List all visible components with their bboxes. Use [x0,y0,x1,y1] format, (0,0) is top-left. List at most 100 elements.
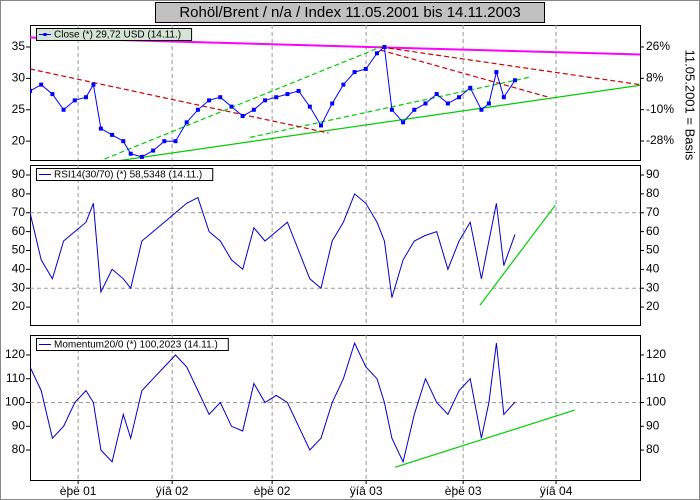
legend-box [36,28,193,41]
point [285,92,290,97]
point [251,107,256,112]
point [61,107,66,112]
plot-area [30,25,640,160]
plot-area [30,335,640,480]
point [184,120,189,125]
point [162,139,167,144]
point [274,95,279,100]
y-tick-label: 80 [12,186,26,200]
trend-line [100,46,381,160]
legend-marker [43,33,47,36]
plot-area [30,165,640,325]
y-tick-label: 30 [12,280,26,294]
point [494,70,499,75]
panel [30,25,641,161]
series-line [30,193,516,298]
point [412,107,417,112]
y-tick-label-right: 80 [646,186,660,200]
point [39,82,44,87]
point [240,114,245,119]
point [296,88,301,93]
point [229,104,234,109]
series-line [30,341,516,464]
y-tick-label: 30 [12,71,26,85]
x-tick-label: èþë 03 [445,484,482,498]
y-tick-label: 90 [12,418,26,432]
point [389,107,394,112]
y-tick-label-right: 90 [646,167,660,181]
y-tick-label: 50 [12,243,26,257]
point [352,70,357,75]
point [330,101,335,106]
trend-line [380,49,549,98]
y-tick-label-right: 80 [646,442,660,456]
point [513,78,518,83]
y-tick-label: 110 [6,371,25,385]
y2-tick-label: 26% [646,39,670,53]
x-tick-label: ÿíâ 02 [156,484,189,498]
point [307,104,312,109]
y-tick-label-right: 90 [646,418,660,432]
point [50,92,55,97]
point [363,66,368,71]
chart-title: Rohöl/Brent / n/a / Index 11.05.2001 bis… [179,4,520,21]
panel [30,165,641,326]
y2-axis-label: 11.05.2001 = Basis [683,50,698,161]
y-tick-label-right: 100 [646,395,666,409]
point [382,44,387,49]
y-tick-label-right: 70 [646,205,660,219]
x-tick-label: ÿíâ 04 [540,484,573,498]
y2-tick-label: -28% [646,133,674,147]
point [319,123,324,128]
y-tick-label: 60 [12,224,26,238]
point [374,51,379,56]
y-tick-label: 90 [12,167,26,181]
point [110,132,115,137]
point [486,101,491,106]
legend-box [36,338,229,351]
y-tick-label-right: 110 [646,371,665,385]
panel [30,335,641,481]
point [445,101,450,106]
y-tick-label-right: 120 [646,347,666,361]
trend-line [380,46,640,86]
point [121,139,126,144]
y2-tick-label: -10% [646,102,674,116]
legend-label: Close (*) 29,72 USD (14.11.) [54,30,181,41]
point [423,101,428,106]
point [501,95,506,100]
point [83,95,88,100]
y2-tick-label: 8% [646,70,664,84]
y-tick-label-right: 60 [646,224,660,238]
y-tick-label: 25 [12,102,26,116]
y-tick-label: 70 [12,205,26,219]
y-tick-label: 35 [12,39,26,53]
trend-line [119,84,640,160]
point [72,98,77,103]
x-tick-label: èþë 01 [60,484,97,498]
point [263,98,268,103]
y-tick-label: 20 [12,299,26,313]
point [91,82,96,87]
legend-label: Momentum20/0 (*) 100,2023 (14.11.) [54,340,218,351]
legend-label: RSI14(30/70) (*) 58,5348 (14.11.) [54,170,202,181]
point [434,92,439,97]
x-tick-label: èþë 02 [254,484,291,498]
point [139,154,144,159]
x-tick-label: ÿíâ 03 [350,484,383,498]
title-box [155,2,545,23]
point [151,148,156,153]
point [195,107,200,112]
trend-line [395,409,575,468]
y-tick-label: 80 [12,442,26,456]
trend-line [479,204,556,306]
point [98,126,103,131]
y-tick-label-right: 50 [646,243,660,257]
point [173,139,178,144]
point [468,85,473,90]
point [128,151,133,156]
point [30,88,32,93]
y-tick-label-right: 20 [646,299,660,313]
y-tick-label: 100 [5,395,25,409]
